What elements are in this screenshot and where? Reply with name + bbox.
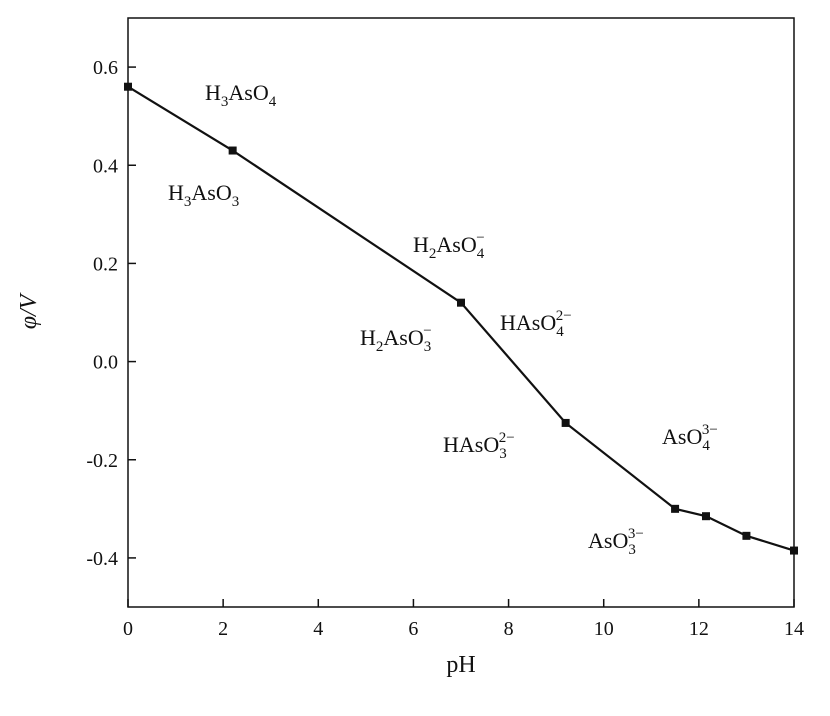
annotation-sup: − — [476, 230, 484, 246]
x-tick-label: 8 — [504, 618, 514, 640]
annotation: H2​AsO4​−​ — [413, 230, 485, 262]
annotation-text: AsO — [191, 180, 231, 205]
x-tick-label: 4 — [313, 618, 323, 640]
annotation: AsO3​3−​ — [588, 526, 644, 558]
plot-frame — [127, 17, 795, 608]
annotation-text: HAsO — [500, 310, 556, 335]
point — [561, 418, 570, 427]
annotation-sup: − — [423, 323, 431, 339]
point — [742, 531, 751, 540]
x-tick-label: 10 — [594, 618, 614, 640]
x-tick-label: 14 — [784, 618, 804, 640]
annotation: AsO4​3−​ — [662, 422, 718, 454]
annotation-sub: 3 — [424, 339, 432, 355]
annotation: HAsO4​2−​ — [500, 308, 572, 340]
x-tick-label: 2 — [218, 618, 228, 640]
point — [457, 298, 465, 307]
point — [701, 512, 710, 521]
annotation-text: AsO — [588, 528, 628, 553]
annotation-sub: 3 — [184, 194, 192, 210]
point — [790, 546, 798, 555]
annotation-sub: 4 — [477, 246, 485, 262]
annotation-sup: 2− — [499, 430, 515, 446]
x-tick-label: 0 — [123, 618, 133, 640]
annotation-text: HAsO — [443, 432, 499, 457]
annotation-sub: 2 — [376, 339, 384, 355]
annotation-text: H — [413, 232, 429, 257]
annotation-sub: 2 — [429, 246, 437, 262]
annotation-text: AsO — [228, 80, 268, 105]
annotation-sup: 2− — [556, 308, 572, 324]
x-axis-label: pH — [446, 652, 475, 678]
annotation: H3​AsO3​ — [168, 180, 239, 210]
y-tick-label: 0.4 — [93, 155, 118, 177]
annotation-sub: 3 — [628, 542, 636, 558]
x-tick-label: 6 — [408, 618, 418, 640]
annotation-sub: 4 — [269, 94, 277, 110]
annotation: H2​AsO3​−​ — [360, 323, 432, 355]
annotation-text: AsO — [383, 325, 423, 350]
point — [124, 82, 132, 91]
annotation-sub: 3 — [232, 194, 240, 210]
annotation-sub: 3 — [221, 94, 229, 110]
annotation-text: H — [360, 325, 376, 350]
annotation-sup: 3− — [702, 422, 718, 438]
annotation-text: AsO — [436, 232, 476, 257]
y-tick-label: -0.2 — [86, 450, 118, 472]
point — [228, 146, 237, 155]
y-tick-label: 0.0 — [93, 352, 118, 374]
y-tick-label: 0.6 — [93, 57, 118, 79]
annotation-sub: 3 — [499, 446, 507, 462]
y-tick-label: 0.2 — [93, 253, 118, 275]
annotation: HAsO3​2−​ — [443, 430, 515, 462]
y-tick-label: -0.4 — [86, 548, 118, 570]
annotation: H3​AsO4​ — [205, 80, 277, 110]
annotation-sup: 3− — [628, 526, 644, 542]
annotation-sub: 4 — [556, 324, 564, 340]
point — [671, 504, 680, 513]
y-axis-label: φ/V — [16, 292, 42, 329]
annotation-sub: 4 — [702, 438, 710, 454]
annotation-text: AsO — [662, 424, 702, 449]
line — [127, 85, 795, 552]
annotation-text: H — [205, 80, 221, 105]
annotation-text: H — [168, 180, 184, 205]
x-tick-label: 12 — [689, 618, 709, 640]
